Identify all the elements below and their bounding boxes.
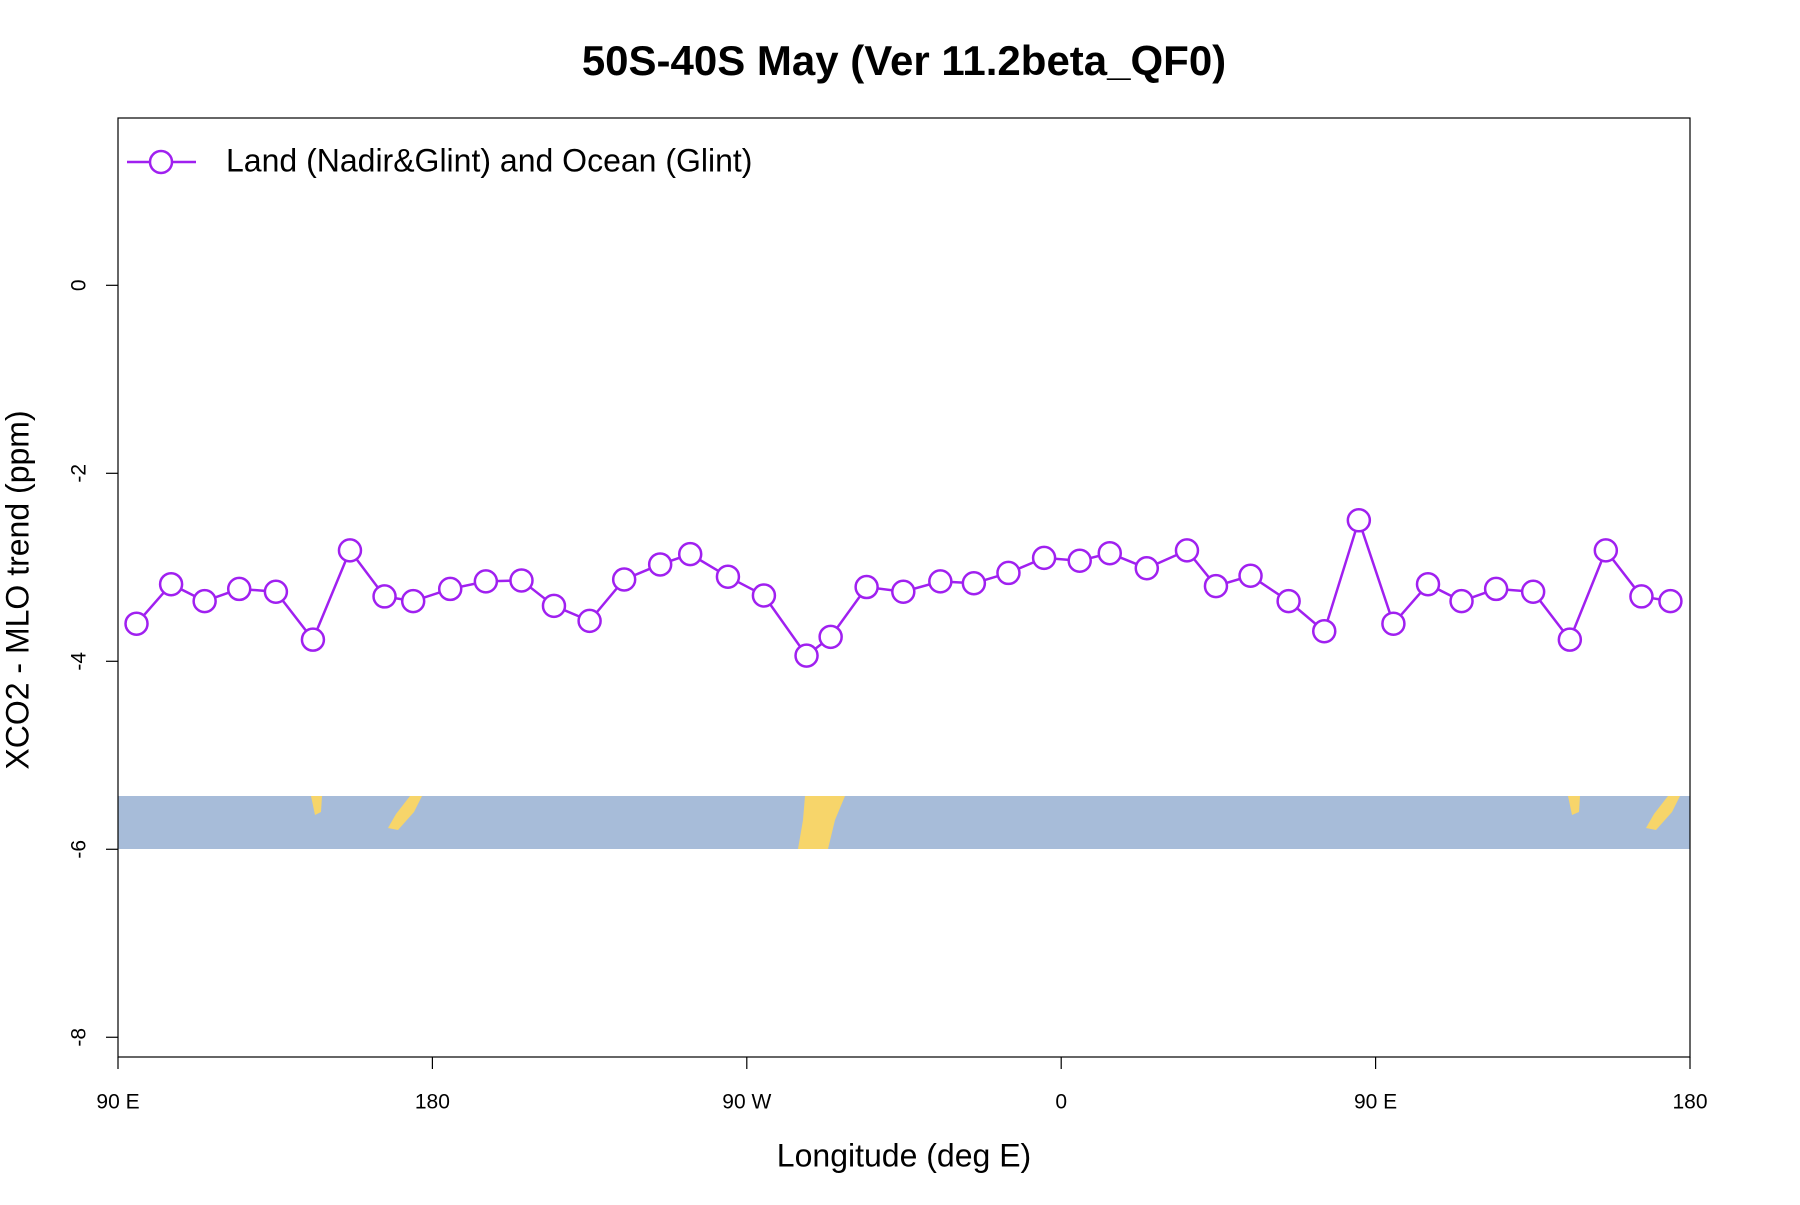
plot-frame bbox=[117, 117, 1691, 1058]
point bbox=[1203, 573, 1229, 599]
point bbox=[1593, 538, 1619, 563]
point bbox=[1629, 584, 1654, 609]
point bbox=[1658, 588, 1683, 614]
y-tick-label: 0 bbox=[68, 279, 91, 291]
point bbox=[1346, 508, 1372, 533]
point bbox=[473, 569, 499, 594]
point bbox=[961, 571, 987, 596]
land bbox=[388, 796, 422, 830]
point bbox=[611, 567, 637, 592]
point bbox=[437, 576, 463, 602]
point bbox=[1311, 618, 1337, 644]
point bbox=[1520, 579, 1546, 604]
point bbox=[541, 593, 567, 619]
point bbox=[794, 643, 819, 668]
point bbox=[891, 579, 916, 604]
x-tick-label: 90 E bbox=[96, 1091, 139, 1114]
point bbox=[1097, 540, 1123, 566]
y-tick-label: -6 bbox=[68, 840, 91, 859]
x-tick-label: 180 bbox=[1672, 1091, 1707, 1114]
point bbox=[1449, 588, 1474, 614]
ocean-band bbox=[118, 796, 1690, 849]
point bbox=[1031, 545, 1057, 571]
point bbox=[263, 579, 289, 604]
point bbox=[226, 576, 252, 602]
chart-title: 50S-40S May (Ver 11.2beta_QF0) bbox=[582, 37, 1226, 84]
legend-label: Land (Nadir&Glint) and Ocean (Glint) bbox=[226, 142, 752, 178]
point bbox=[400, 588, 426, 614]
y-tick-label: -2 bbox=[68, 464, 91, 483]
point bbox=[372, 584, 397, 609]
y-axis-title: XCO2 - MLO trend (ppm) bbox=[0, 410, 35, 769]
land bbox=[798, 796, 845, 849]
point bbox=[577, 608, 602, 634]
y-tick-label: -8 bbox=[68, 1028, 91, 1047]
point bbox=[715, 564, 741, 589]
x-axis-title: Longitude (deg E) bbox=[777, 1137, 1031, 1173]
x-tick-label: 180 bbox=[415, 1091, 450, 1114]
point bbox=[647, 552, 673, 577]
legend-marker bbox=[148, 149, 174, 175]
point bbox=[337, 538, 363, 563]
map-strip bbox=[118, 796, 1690, 849]
x-tick-label: 90 W bbox=[722, 1091, 771, 1114]
land bbox=[311, 796, 322, 815]
point bbox=[751, 583, 777, 608]
point bbox=[192, 588, 217, 614]
point bbox=[124, 611, 149, 636]
point bbox=[1067, 548, 1092, 573]
point bbox=[818, 624, 843, 650]
land bbox=[1568, 796, 1580, 815]
point bbox=[509, 568, 534, 593]
point bbox=[854, 574, 879, 600]
point bbox=[996, 560, 1021, 586]
point bbox=[1557, 627, 1583, 652]
x-tick-label: 90 E bbox=[1354, 1091, 1397, 1114]
point bbox=[1276, 588, 1301, 614]
point bbox=[158, 571, 184, 597]
point bbox=[1483, 576, 1509, 602]
point bbox=[1381, 611, 1406, 636]
y-tick-label: -4 bbox=[68, 652, 91, 671]
land bbox=[1646, 796, 1680, 830]
point bbox=[677, 541, 703, 567]
point bbox=[1415, 571, 1441, 597]
point bbox=[1238, 563, 1263, 589]
point bbox=[928, 569, 953, 594]
point bbox=[1174, 538, 1200, 563]
legend: Land (Nadir&Glint) and Ocean (Glint) bbox=[127, 142, 752, 178]
point bbox=[300, 627, 326, 652]
point bbox=[1134, 555, 1160, 581]
x-tick-label: 0 bbox=[1055, 1091, 1067, 1114]
